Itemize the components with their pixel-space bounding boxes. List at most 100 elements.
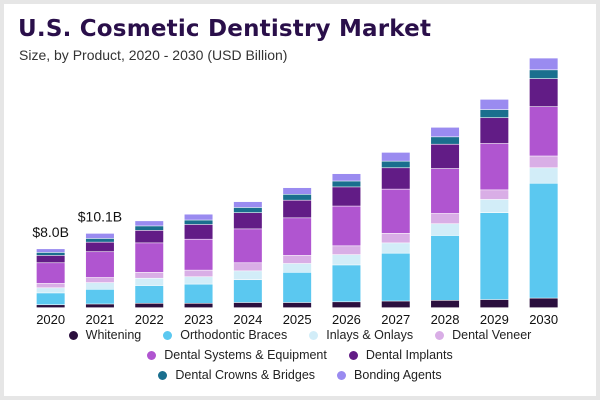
bar-segment-inlays-onlays-2027	[381, 243, 410, 253]
bar-segment-dental-systems-equipment-2027	[381, 189, 410, 234]
bar-segment-whitening-2021	[85, 304, 114, 308]
bar-segment-dental-implants-2028	[431, 144, 460, 169]
legend-label-dental-systems: Dental Systems & Equipment	[164, 348, 327, 362]
legend-swatch-dental-implants	[348, 350, 358, 360]
x-tick-label-2030: 2030	[529, 312, 558, 327]
bar-segment-bonding-agents-2020	[36, 249, 65, 253]
bar-segment-dental-crowns-bridges-2030	[529, 70, 558, 79]
bar-segment-dental-veneer-2022	[135, 272, 164, 278]
legend-swatch-orthodontic-braces	[163, 330, 173, 340]
legend-label-dental-veneer: Dental Veneer	[452, 328, 532, 342]
data-label-2020: $8.0B	[32, 224, 69, 240]
x-tick-label-2023: 2023	[184, 312, 213, 327]
legend-item-dental-systems: Dental Systems & Equipment	[147, 348, 327, 362]
bar-segment-orthodontic-braces-2021	[85, 289, 114, 304]
bar-segment-dental-veneer-2029	[480, 190, 509, 200]
bar-segment-inlays-onlays-2025	[283, 263, 312, 273]
bar-segment-dental-implants-2021	[85, 242, 114, 252]
legend-item-bonding-agents: Bonding Agents	[337, 368, 442, 382]
legend-item-orthodontic-braces: Orthodontic Braces	[163, 328, 287, 342]
legend-item-inlays-onlays: Inlays & Onlays	[309, 328, 413, 342]
bar-segment-dental-systems-equipment-2029	[480, 143, 509, 190]
bar-segment-orthodontic-braces-2025	[283, 272, 312, 303]
bar-segment-orthodontic-braces-2029	[480, 213, 509, 300]
bar-segment-whitening-2030	[529, 298, 558, 308]
bar-segment-bonding-agents-2026	[332, 173, 361, 181]
bar-segment-dental-crowns-bridges-2025	[283, 194, 312, 200]
bar-segment-dental-implants-2020	[36, 255, 65, 263]
x-tick-label-2029: 2029	[480, 312, 509, 327]
legend-row-3: Dental Crowns & Bridges Bonding Agents	[0, 365, 600, 385]
bar-segment-whitening-2029	[480, 299, 509, 308]
bar-segment-whitening-2028	[431, 300, 460, 308]
legend-item-crowns-bridges: Dental Crowns & Bridges	[158, 368, 315, 382]
bar-segment-bonding-agents-2025	[283, 187, 312, 194]
bar-segment-orthodontic-braces-2024	[233, 280, 262, 303]
bar-segment-inlays-onlays-2024	[233, 271, 262, 280]
chart-subtitle: Size, by Product, 2020 - 2030 (USD Billi…	[19, 47, 288, 63]
bar-segment-dental-veneer-2026	[332, 246, 361, 255]
legend-label-bonding-agents: Bonding Agents	[354, 368, 442, 382]
bar-segment-dental-crowns-bridges-2022	[135, 226, 164, 231]
bar-segment-dental-crowns-bridges-2027	[381, 161, 410, 168]
bar-segment-whitening-2020	[36, 305, 65, 308]
bar-segment-dental-crowns-bridges-2020	[36, 252, 65, 256]
legend-item-dental-veneer: Dental Veneer	[435, 328, 531, 342]
bar-segment-dental-systems-equipment-2028	[431, 168, 460, 214]
bar-segment-orthodontic-braces-2023	[184, 284, 213, 303]
bar-segment-dental-systems-equipment-2022	[135, 243, 164, 273]
bar-segment-whitening-2025	[283, 302, 312, 308]
bar-segment-orthodontic-braces-2022	[135, 285, 164, 303]
legend: Whitening Orthodontic Braces Inlays & On…	[0, 325, 600, 385]
bar-segment-bonding-agents-2022	[135, 221, 164, 226]
chart-title: U.S. Cosmetic Dentistry Market	[18, 16, 432, 42]
legend-item-dental-implants: Dental Implants	[348, 348, 453, 362]
bar-segment-dental-systems-equipment-2023	[184, 239, 213, 270]
x-tick-label-2022: 2022	[135, 312, 164, 327]
bar-segment-dental-systems-equipment-2021	[85, 252, 114, 278]
bar-segment-whitening-2023	[184, 303, 213, 308]
bar-segment-dental-systems-equipment-2024	[233, 229, 262, 263]
bar-segment-bonding-agents-2024	[233, 201, 262, 208]
bar-segment-dental-veneer-2027	[381, 233, 410, 243]
x-tick-label-2028: 2028	[431, 312, 460, 327]
bar-segment-dental-crowns-bridges-2028	[431, 137, 460, 144]
legend-label-dental-implants: Dental Implants	[365, 348, 453, 362]
bar-segment-dental-implants-2023	[184, 224, 213, 239]
bar-segment-dental-veneer-2028	[431, 213, 460, 224]
bar-segment-whitening-2027	[381, 301, 410, 308]
bar-segment-orthodontic-braces-2020	[36, 293, 65, 305]
bar-segment-inlays-onlays-2022	[135, 278, 164, 286]
bar-segment-dental-implants-2024	[233, 213, 262, 229]
bar-segment-inlays-onlays-2026	[332, 254, 361, 265]
bar-segment-bonding-agents-2023	[184, 214, 213, 220]
x-tick-label-2025: 2025	[283, 312, 312, 327]
bar-segment-whitening-2026	[332, 302, 361, 308]
bar-segment-whitening-2022	[135, 303, 164, 308]
bar-segment-dental-crowns-bridges-2029	[480, 109, 509, 118]
legend-swatch-dental-systems	[147, 350, 157, 360]
legend-label-crowns-bridges: Dental Crowns & Bridges	[175, 368, 316, 382]
bar-segment-whitening-2024	[233, 302, 262, 308]
bar-segment-dental-crowns-bridges-2026	[332, 181, 361, 187]
bar-segment-dental-crowns-bridges-2021	[85, 238, 114, 242]
bar-segment-dental-implants-2030	[529, 78, 558, 107]
legend-row-2: Dental Systems & Equipment Dental Implan…	[0, 345, 600, 365]
bar-segment-orthodontic-braces-2026	[332, 265, 361, 302]
bar-segment-bonding-agents-2030	[529, 58, 558, 70]
bar-segment-dental-veneer-2020	[36, 283, 65, 288]
bar-segment-dental-implants-2026	[332, 187, 361, 206]
bar-segment-inlays-onlays-2020	[36, 288, 65, 293]
bar-segment-dental-implants-2022	[135, 230, 164, 243]
bar-segment-bonding-agents-2029	[480, 99, 509, 110]
bar-segment-dental-veneer-2023	[184, 270, 213, 277]
x-tick-label-2021: 2021	[85, 312, 114, 327]
legend-label-whitening: Whitening	[85, 328, 142, 342]
bar-segment-inlays-onlays-2021	[85, 282, 114, 289]
legend-label-inlays-onlays: Inlays & Onlays	[326, 328, 414, 342]
legend-label-orthodontic-braces: Orthodontic Braces	[180, 328, 288, 342]
bar-segment-dental-implants-2027	[381, 168, 410, 189]
x-tick-label-2027: 2027	[381, 312, 410, 327]
bar-segment-orthodontic-braces-2030	[529, 183, 558, 298]
